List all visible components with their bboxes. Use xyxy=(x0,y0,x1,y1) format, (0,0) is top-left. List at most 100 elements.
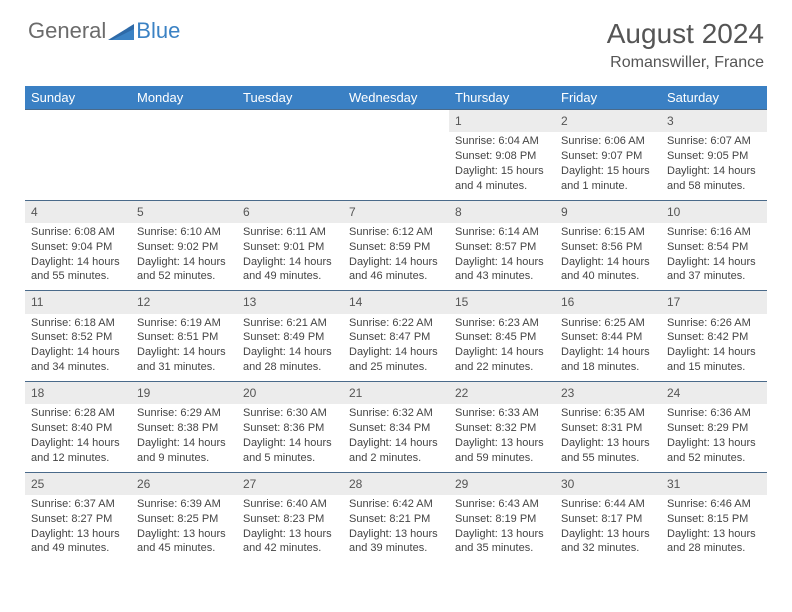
day-number-cell: 10 xyxy=(661,200,767,223)
daylight-text: and 49 minutes. xyxy=(31,541,125,556)
weekday-header: Friday xyxy=(555,86,661,110)
sunrise-text: Sunrise: 6:32 AM xyxy=(349,406,443,421)
sunset-text: Sunset: 8:36 PM xyxy=(243,421,337,436)
day-detail-row: Sunrise: 6:37 AMSunset: 8:27 PMDaylight:… xyxy=(25,495,767,563)
day-number-cell: 6 xyxy=(237,200,343,223)
logo: General Blue xyxy=(28,18,180,44)
day-number-row: 45678910 xyxy=(25,200,767,223)
day-number-cell: 27 xyxy=(237,472,343,495)
day-detail-cell: Sunrise: 6:07 AMSunset: 9:05 PMDaylight:… xyxy=(661,132,767,200)
daylight-text: Daylight: 14 hours xyxy=(349,255,443,270)
day-number-cell: 15 xyxy=(449,291,555,314)
sunset-text: Sunset: 8:38 PM xyxy=(137,421,231,436)
daylight-text: and 49 minutes. xyxy=(243,269,337,284)
day-number-cell: 7 xyxy=(343,200,449,223)
daylight-text: Daylight: 13 hours xyxy=(31,527,125,542)
sunset-text: Sunset: 8:27 PM xyxy=(31,512,125,527)
daylight-text: Daylight: 14 hours xyxy=(667,345,761,360)
daylight-text: Daylight: 14 hours xyxy=(455,255,549,270)
day-number-row: 18192021222324 xyxy=(25,382,767,405)
sunset-text: Sunset: 9:05 PM xyxy=(667,149,761,164)
daylight-text: Daylight: 13 hours xyxy=(349,527,443,542)
day-detail-cell: Sunrise: 6:22 AMSunset: 8:47 PMDaylight:… xyxy=(343,314,449,382)
daylight-text: Daylight: 13 hours xyxy=(137,527,231,542)
daylight-text: and 55 minutes. xyxy=(31,269,125,284)
day-detail-cell: Sunrise: 6:29 AMSunset: 8:38 PMDaylight:… xyxy=(131,404,237,472)
day-detail-cell: Sunrise: 6:10 AMSunset: 9:02 PMDaylight:… xyxy=(131,223,237,291)
day-detail-cell: Sunrise: 6:25 AMSunset: 8:44 PMDaylight:… xyxy=(555,314,661,382)
sunset-text: Sunset: 8:29 PM xyxy=(667,421,761,436)
sunrise-text: Sunrise: 6:33 AM xyxy=(455,406,549,421)
daylight-text: and 1 minute. xyxy=(561,179,655,194)
day-number-cell: 30 xyxy=(555,472,661,495)
sunset-text: Sunset: 8:17 PM xyxy=(561,512,655,527)
sunrise-text: Sunrise: 6:43 AM xyxy=(455,497,549,512)
sunrise-text: Sunrise: 6:23 AM xyxy=(455,316,549,331)
sunset-text: Sunset: 8:15 PM xyxy=(667,512,761,527)
daylight-text: Daylight: 13 hours xyxy=(455,527,549,542)
daylight-text: and 31 minutes. xyxy=(137,360,231,375)
sunrise-text: Sunrise: 6:12 AM xyxy=(349,225,443,240)
daylight-text: and 37 minutes. xyxy=(667,269,761,284)
sunset-text: Sunset: 8:47 PM xyxy=(349,330,443,345)
day-detail-cell: Sunrise: 6:21 AMSunset: 8:49 PMDaylight:… xyxy=(237,314,343,382)
sunset-text: Sunset: 8:42 PM xyxy=(667,330,761,345)
sunrise-text: Sunrise: 6:42 AM xyxy=(349,497,443,512)
day-detail-cell: Sunrise: 6:33 AMSunset: 8:32 PMDaylight:… xyxy=(449,404,555,472)
daylight-text: Daylight: 13 hours xyxy=(667,527,761,542)
sunset-text: Sunset: 8:25 PM xyxy=(137,512,231,527)
day-number-cell: 1 xyxy=(449,110,555,133)
day-number-cell: 19 xyxy=(131,382,237,405)
day-number-cell: 17 xyxy=(661,291,767,314)
day-detail-cell: Sunrise: 6:06 AMSunset: 9:07 PMDaylight:… xyxy=(555,132,661,200)
sunset-text: Sunset: 9:08 PM xyxy=(455,149,549,164)
weekday-header: Wednesday xyxy=(343,86,449,110)
day-detail-cell: Sunrise: 6:37 AMSunset: 8:27 PMDaylight:… xyxy=(25,495,131,563)
day-number-cell: 8 xyxy=(449,200,555,223)
daylight-text: Daylight: 14 hours xyxy=(137,255,231,270)
daylight-text: and 46 minutes. xyxy=(349,269,443,284)
day-number-cell: 20 xyxy=(237,382,343,405)
daylight-text: Daylight: 14 hours xyxy=(561,255,655,270)
sunrise-text: Sunrise: 6:30 AM xyxy=(243,406,337,421)
daylight-text: and 5 minutes. xyxy=(243,451,337,466)
daylight-text: Daylight: 14 hours xyxy=(31,345,125,360)
daylight-text: and 43 minutes. xyxy=(455,269,549,284)
daylight-text: Daylight: 14 hours xyxy=(243,345,337,360)
sunrise-text: Sunrise: 6:19 AM xyxy=(137,316,231,331)
sunrise-text: Sunrise: 6:25 AM xyxy=(561,316,655,331)
daylight-text: and 52 minutes. xyxy=(137,269,231,284)
sunset-text: Sunset: 8:34 PM xyxy=(349,421,443,436)
sunrise-text: Sunrise: 6:37 AM xyxy=(31,497,125,512)
day-number-cell: 26 xyxy=(131,472,237,495)
header: General Blue August 2024 Romanswiller, F… xyxy=(0,0,792,80)
sunset-text: Sunset: 8:23 PM xyxy=(243,512,337,527)
logo-text-blue: Blue xyxy=(136,18,180,44)
daylight-text: and 58 minutes. xyxy=(667,179,761,194)
daylight-text: Daylight: 14 hours xyxy=(455,345,549,360)
sunrise-text: Sunrise: 6:04 AM xyxy=(455,134,549,149)
daylight-text: Daylight: 14 hours xyxy=(243,255,337,270)
day-detail-cell: Sunrise: 6:11 AMSunset: 9:01 PMDaylight:… xyxy=(237,223,343,291)
day-detail-cell: Sunrise: 6:16 AMSunset: 8:54 PMDaylight:… xyxy=(661,223,767,291)
day-detail-cell: Sunrise: 6:12 AMSunset: 8:59 PMDaylight:… xyxy=(343,223,449,291)
sunrise-text: Sunrise: 6:14 AM xyxy=(455,225,549,240)
sunset-text: Sunset: 8:40 PM xyxy=(31,421,125,436)
sunrise-text: Sunrise: 6:36 AM xyxy=(667,406,761,421)
day-detail-cell: Sunrise: 6:43 AMSunset: 8:19 PMDaylight:… xyxy=(449,495,555,563)
sunrise-text: Sunrise: 6:18 AM xyxy=(31,316,125,331)
sunset-text: Sunset: 8:51 PM xyxy=(137,330,231,345)
sunset-text: Sunset: 8:32 PM xyxy=(455,421,549,436)
daylight-text: and 4 minutes. xyxy=(455,179,549,194)
day-number-cell: 9 xyxy=(555,200,661,223)
weekday-header: Monday xyxy=(131,86,237,110)
sunset-text: Sunset: 8:21 PM xyxy=(349,512,443,527)
sunset-text: Sunset: 9:02 PM xyxy=(137,240,231,255)
daylight-text: Daylight: 15 hours xyxy=(561,164,655,179)
daylight-text: Daylight: 14 hours xyxy=(349,345,443,360)
day-number-cell: 28 xyxy=(343,472,449,495)
logo-text-general: General xyxy=(28,18,106,44)
sunrise-text: Sunrise: 6:35 AM xyxy=(561,406,655,421)
sunset-text: Sunset: 8:59 PM xyxy=(349,240,443,255)
day-detail-cell: Sunrise: 6:39 AMSunset: 8:25 PMDaylight:… xyxy=(131,495,237,563)
